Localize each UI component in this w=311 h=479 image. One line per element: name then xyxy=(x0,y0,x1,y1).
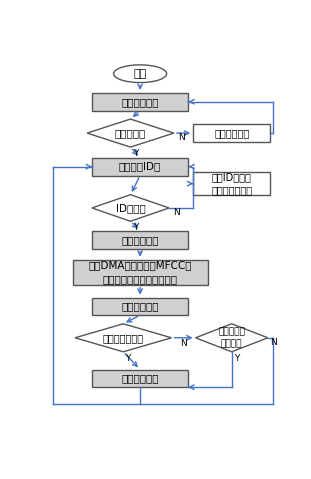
Text: 是否错误一
次以上？: 是否错误一 次以上？ xyxy=(218,328,245,348)
Text: N: N xyxy=(173,208,180,217)
Text: 识别语音处理: 识别语音处理 xyxy=(121,301,159,311)
Bar xyxy=(193,172,270,195)
Bar xyxy=(193,124,270,142)
Text: 显示ID号非法
并告知监控中心: 显示ID号非法 并告知监控中心 xyxy=(211,172,252,195)
Text: 开始: 开始 xyxy=(133,68,147,79)
Text: 自检成功？: 自检成功？ xyxy=(115,128,146,138)
Bar xyxy=(92,93,188,111)
Text: Y: Y xyxy=(132,149,138,158)
Ellipse shape xyxy=(114,65,167,82)
Text: Y: Y xyxy=(132,223,138,232)
Bar xyxy=(92,158,188,175)
Bar xyxy=(92,369,188,387)
Text: 显示错误原因: 显示错误原因 xyxy=(214,128,249,138)
Text: 告知监控中心: 告知监控中心 xyxy=(121,373,159,383)
Text: N: N xyxy=(178,133,184,142)
Text: 识别结果正确？: 识别结果正确？ xyxy=(103,333,144,343)
Text: N: N xyxy=(271,338,277,347)
Text: N: N xyxy=(180,339,187,348)
Polygon shape xyxy=(92,194,169,221)
Bar xyxy=(92,297,188,315)
Text: 系统硬件自检: 系统硬件自检 xyxy=(121,97,159,107)
Text: Y: Y xyxy=(125,354,131,363)
Text: 等待串口ID号: 等待串口ID号 xyxy=(119,161,161,171)
Polygon shape xyxy=(75,324,171,352)
Polygon shape xyxy=(87,119,174,147)
Bar xyxy=(92,231,188,249)
Text: ID合法？: ID合法？ xyxy=(116,203,145,213)
Text: 调用DMA搞运数据至MFCC运
算模块，并等待其处理结束: 调用DMA搞运数据至MFCC运 算模块，并等待其处理结束 xyxy=(88,261,192,284)
Text: Y: Y xyxy=(234,354,239,363)
Text: 获取随机密码: 获取随机密码 xyxy=(121,235,159,245)
Bar xyxy=(72,260,208,285)
Polygon shape xyxy=(196,324,268,352)
